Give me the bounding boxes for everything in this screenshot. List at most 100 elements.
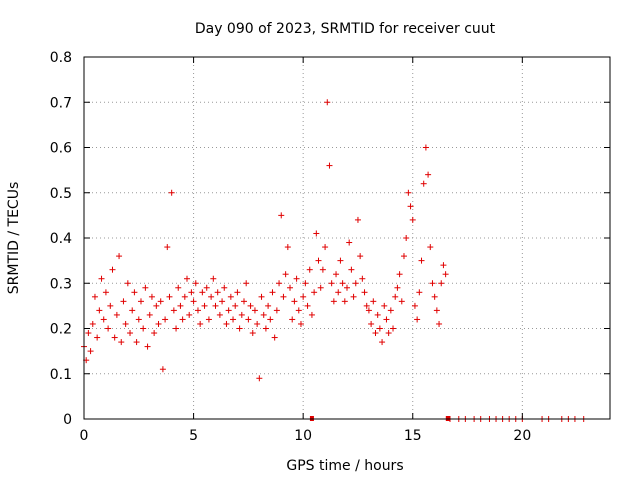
data-point	[122, 320, 129, 327]
data-point	[273, 307, 280, 314]
data-point	[306, 266, 313, 273]
y-tick-label: 0.4	[50, 231, 72, 247]
data-point	[260, 311, 267, 318]
data-point	[186, 311, 193, 318]
data-point	[300, 293, 307, 300]
data-point	[409, 216, 416, 223]
data-point	[247, 302, 254, 309]
data-point	[203, 284, 210, 291]
data-point	[245, 316, 252, 323]
y-tick-label: 0.1	[50, 367, 72, 383]
data-point	[251, 307, 258, 314]
data-point	[177, 302, 184, 309]
data-point	[113, 311, 120, 318]
data-point	[339, 280, 346, 287]
data-point	[96, 307, 103, 314]
data-point	[429, 280, 436, 287]
data-point	[179, 316, 186, 323]
data-point	[94, 334, 101, 341]
data-point	[398, 298, 405, 305]
data-point	[440, 262, 447, 269]
y-tick-label: 0.2	[50, 322, 72, 338]
data-point	[287, 284, 294, 291]
data-point	[133, 339, 140, 346]
data-point	[162, 316, 169, 323]
data-point	[230, 316, 237, 323]
data-point	[379, 339, 386, 346]
data-point	[221, 284, 228, 291]
data-point	[403, 235, 410, 241]
data-point	[137, 298, 144, 305]
data-point	[324, 99, 331, 106]
data-point	[146, 311, 153, 318]
data-point	[190, 298, 197, 305]
data-point	[357, 253, 364, 260]
data-point	[192, 280, 199, 287]
data-point	[414, 316, 421, 323]
data-point	[219, 298, 226, 305]
data-point	[238, 311, 245, 318]
data-point	[361, 289, 368, 296]
data-point	[390, 325, 397, 332]
data-point	[155, 320, 162, 327]
data-point	[431, 293, 438, 300]
data-point	[208, 293, 215, 300]
y-tick-label: 0	[63, 412, 72, 428]
data-point	[144, 343, 151, 350]
data-point	[107, 302, 114, 309]
data-point	[157, 298, 164, 305]
data-point	[385, 330, 392, 337]
x-tick-label: 15	[404, 428, 422, 444]
data-point	[302, 280, 309, 287]
y-tick-label: 0.5	[50, 186, 72, 202]
data-point	[346, 239, 353, 246]
data-point	[249, 330, 256, 337]
data-point	[335, 289, 342, 296]
data-point	[168, 189, 175, 196]
data-point	[127, 330, 134, 337]
data-point	[422, 144, 429, 151]
data-point	[374, 311, 381, 318]
data-point	[381, 302, 388, 309]
data-point	[194, 307, 201, 314]
data-point	[297, 320, 304, 327]
data-point	[201, 302, 208, 309]
data-point	[159, 366, 166, 373]
x-axis-label: GPS time / hours	[286, 458, 403, 474]
data-point	[311, 289, 318, 296]
data-point	[102, 289, 109, 296]
data-point	[129, 307, 136, 314]
data-point	[100, 316, 107, 323]
data-point	[276, 280, 283, 287]
axis-ticks	[83, 56, 610, 420]
data-point	[436, 320, 443, 327]
data-point	[293, 275, 300, 282]
x-tick-label: 10	[294, 428, 312, 444]
data-point	[396, 271, 403, 278]
data-point	[330, 298, 337, 305]
data-point	[322, 244, 329, 251]
data-point	[111, 334, 118, 341]
data-point	[151, 330, 158, 337]
x-tick-label: 5	[189, 428, 198, 444]
data-point	[148, 293, 155, 300]
data-point	[188, 289, 195, 296]
data-point	[212, 302, 219, 309]
data-point	[181, 293, 188, 300]
data-point	[341, 298, 348, 305]
data-point	[135, 316, 142, 323]
data-point	[271, 334, 278, 341]
data-point	[214, 289, 221, 296]
data-point	[240, 298, 247, 305]
data-point	[269, 289, 276, 296]
data-point	[394, 284, 401, 291]
data-point	[116, 253, 123, 260]
data-point	[365, 307, 372, 314]
data-point	[350, 293, 357, 300]
data-point	[405, 189, 412, 196]
data-point	[427, 244, 434, 251]
data-point	[418, 257, 425, 264]
data-point	[333, 271, 340, 278]
data-point	[258, 293, 265, 300]
data-point	[326, 162, 333, 169]
